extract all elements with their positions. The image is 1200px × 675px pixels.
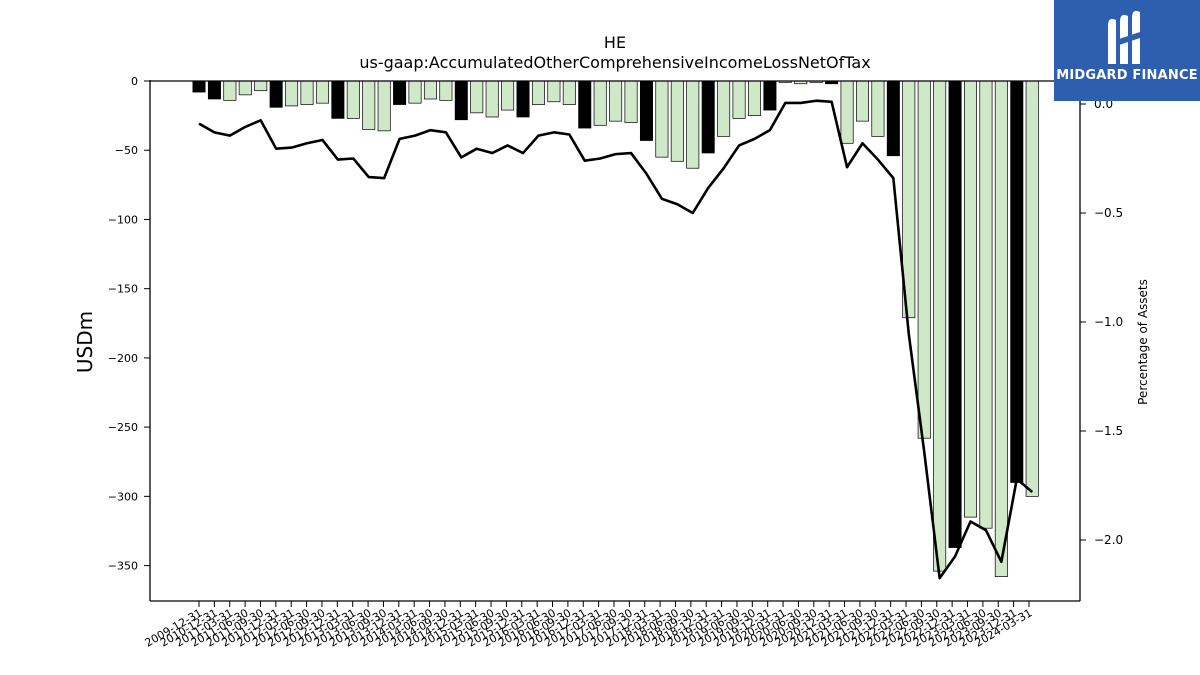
bar: [840, 80, 854, 144]
bar: [516, 80, 530, 118]
percentage-of-assets-line: [198, 99, 1034, 580]
chart-subtitle: us-gaap:AccumulatedOtherComprehensiveInc…: [359, 53, 870, 72]
bar: [377, 80, 391, 132]
bar: [732, 80, 746, 119]
bar: [254, 80, 268, 92]
bar: [963, 80, 977, 518]
bar: [470, 80, 484, 114]
bar: [871, 80, 885, 137]
y-tick-label: 0: [131, 75, 138, 88]
y2-tick-label: −0.5: [1094, 206, 1123, 220]
y-tick-label: −150: [108, 283, 138, 296]
bar: [701, 80, 715, 154]
bar: [423, 80, 437, 100]
bar: [1010, 80, 1024, 483]
bar: [285, 80, 299, 107]
midgard-logo-icon: [1108, 10, 1140, 64]
bar: [223, 80, 237, 101]
bar: [948, 80, 962, 548]
bar: [655, 80, 669, 158]
bar: [501, 80, 515, 111]
bar: [763, 80, 777, 111]
bar: [886, 80, 900, 157]
bar: [933, 80, 947, 572]
bar: [979, 80, 993, 529]
y-tick-label: −50: [115, 144, 138, 157]
bar: [855, 80, 869, 122]
bar: [346, 80, 360, 119]
bar: [1025, 80, 1039, 497]
midgard-finance-logo: MIDGARD FINANCE: [1054, 0, 1200, 101]
bar: [393, 80, 407, 105]
bar: [269, 80, 283, 108]
bar: [300, 80, 314, 105]
bar: [562, 80, 576, 105]
y2-axis-label: Percentage of Assets: [1136, 279, 1150, 405]
bar: [331, 80, 345, 119]
bar: [362, 80, 376, 130]
bar: [670, 80, 684, 162]
bar: [639, 80, 653, 141]
y-tick-label: −100: [108, 213, 138, 226]
chart-title: HE: [604, 33, 626, 52]
bar: [593, 80, 607, 126]
bar: [408, 80, 422, 104]
bar: [238, 80, 252, 96]
bar: [578, 80, 592, 129]
bar: [207, 80, 221, 100]
y2-tick-label: −1.5: [1094, 424, 1123, 438]
bar: [609, 80, 623, 122]
bar: [994, 80, 1008, 577]
bar: [686, 80, 700, 169]
bar: [454, 80, 468, 121]
bar: [192, 80, 206, 93]
bar: [547, 80, 561, 103]
y2-tick-label: −1.0: [1094, 315, 1123, 329]
y-tick-label: −200: [108, 352, 138, 365]
y-axis-label: USDm: [73, 311, 97, 373]
bar: [717, 80, 731, 137]
bar: [917, 80, 931, 439]
bar: [747, 80, 761, 116]
bar: [485, 80, 499, 118]
bar: [531, 80, 545, 105]
y-tick-label: −350: [108, 560, 138, 573]
y-tick-label: −250: [108, 421, 138, 434]
y-tick-label: −300: [108, 490, 138, 503]
bar: [624, 80, 638, 123]
y2-tick-label: −2.0: [1094, 533, 1123, 547]
bar: [315, 80, 329, 104]
bar: [439, 80, 453, 101]
logo-text: MIDGARD FINANCE: [1056, 68, 1198, 83]
